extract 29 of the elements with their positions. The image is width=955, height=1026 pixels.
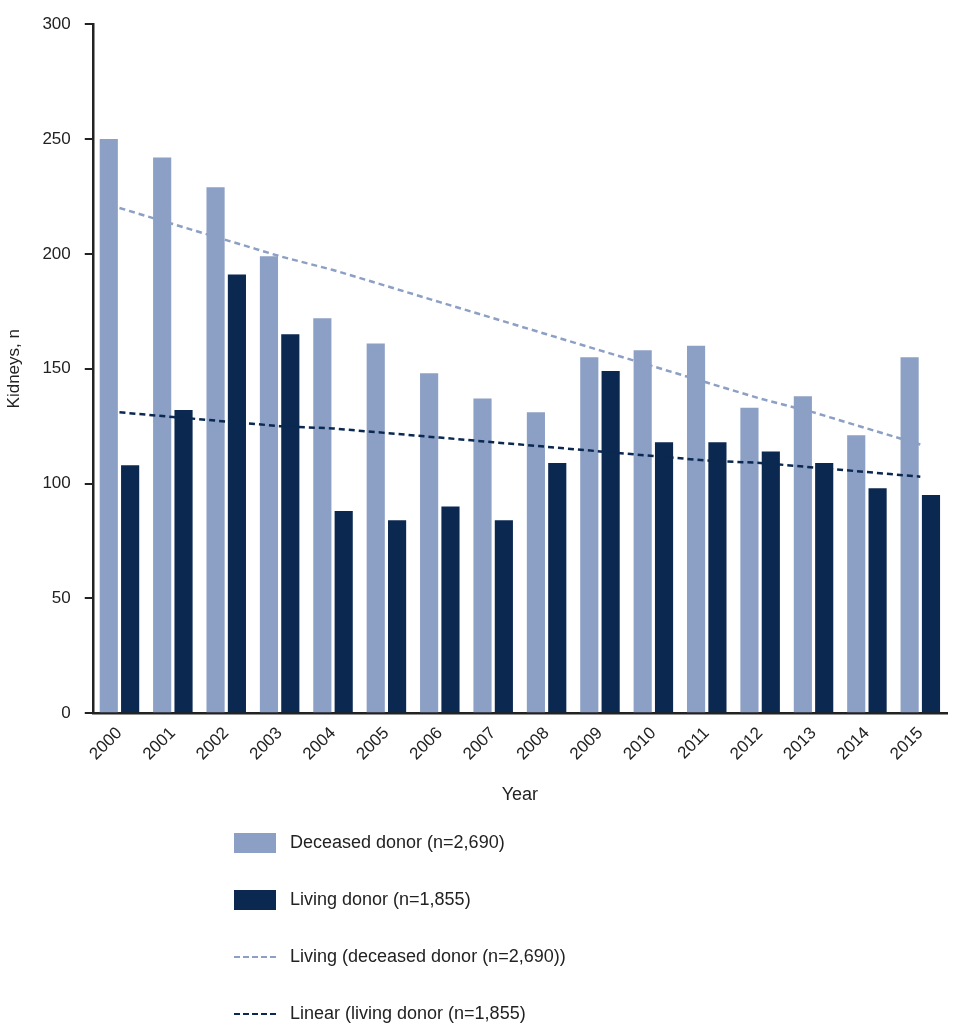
x-axis-title: Year xyxy=(501,784,539,805)
legend-label: Deceased donor (n=2,690) xyxy=(290,832,505,853)
bar xyxy=(313,318,332,713)
y-tick-label: 100 xyxy=(42,473,71,493)
bar xyxy=(548,462,567,713)
bar xyxy=(580,357,599,713)
bar xyxy=(526,412,545,713)
y-tick-label: 150 xyxy=(42,358,71,378)
bar xyxy=(473,398,492,713)
y-tick-label: 200 xyxy=(42,243,71,263)
y-tick-label: 50 xyxy=(51,588,71,608)
bar xyxy=(494,520,513,713)
legend-label: Living donor (n=1,855) xyxy=(290,889,471,910)
bar xyxy=(740,407,759,713)
y-tick-label: 250 xyxy=(42,128,71,148)
y-tick-label: 0 xyxy=(61,702,71,722)
bar xyxy=(420,373,439,713)
bar xyxy=(334,511,353,713)
y-axis-title: Kidneys, n xyxy=(3,329,23,409)
y-tick-label: 300 xyxy=(42,13,71,33)
bar xyxy=(868,488,887,713)
legend-label: Living (deceased donor (n=2,690)) xyxy=(290,946,566,967)
bar xyxy=(441,506,460,713)
bar xyxy=(921,495,941,713)
bar xyxy=(366,343,385,713)
legend-label: Linear (living donor (n=1,855) xyxy=(290,1003,526,1024)
bar xyxy=(121,465,140,713)
bar xyxy=(388,520,407,713)
bar xyxy=(847,435,866,713)
